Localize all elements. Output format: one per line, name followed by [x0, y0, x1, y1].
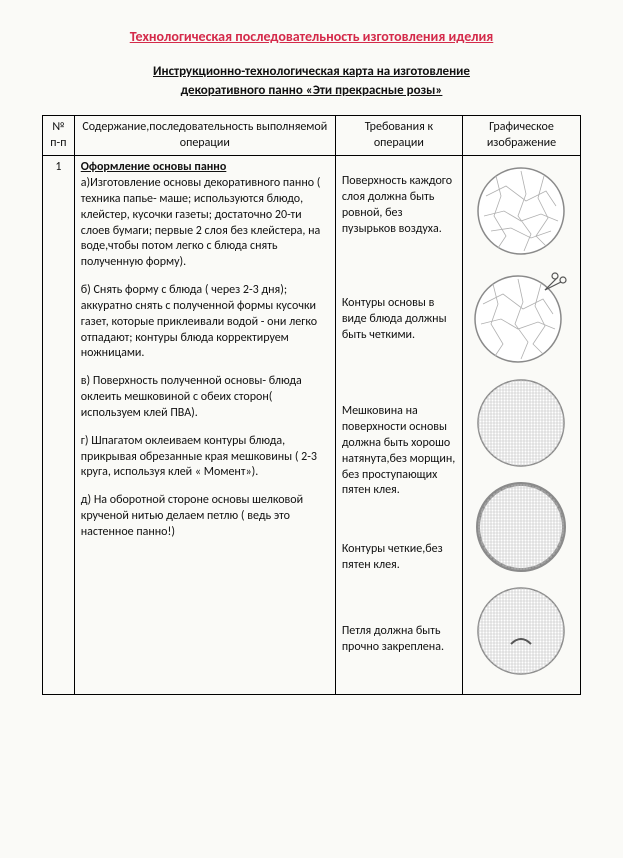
operation-d: д) На оборотной стороне основы шелковой …: [81, 493, 329, 540]
requirement-v: Мешковина на поверхности основы должна б…: [342, 404, 456, 530]
table-header-row: № п-п Содержание,последовательность выпо…: [43, 115, 581, 156]
header-requirements: Требования к операции: [335, 115, 462, 156]
graphic-d-icon: [476, 586, 566, 676]
page-subtitle: Инструкционно-технологическая карта на и…: [42, 63, 581, 101]
row-number: 1: [43, 156, 75, 695]
header-image: Графическое изображение: [462, 115, 580, 156]
requirement-g: Контуры четкие,без пятен клея.: [342, 542, 456, 612]
operation-cell: Оформление основы панно а)Изготовление о…: [74, 156, 335, 695]
requirement-d: Петля должна быть прочно закреплена.: [342, 624, 456, 656]
graphic-v-icon: [476, 378, 566, 468]
requirement-b: Контуры основы в виде блюда должны быть …: [342, 296, 456, 392]
section-title: Оформление основы панно: [81, 160, 329, 176]
operation-g: г) Шпагатом оклеиваем контуры блюда, при…: [81, 434, 329, 481]
graphic-g-icon: [476, 482, 566, 572]
requirement-a: Поверхность каждого слоя должна быть ров…: [342, 174, 456, 284]
header-num: № п-п: [43, 115, 75, 156]
operation-b: б) Снять форму с блюда ( через 2-3 дня);…: [81, 283, 329, 362]
header-operation: Содержание,последовательность выполняемо…: [74, 115, 335, 156]
requirements-cell: Поверхность каждого слоя должна быть ров…: [335, 156, 462, 695]
graphic-b-icon: [473, 270, 569, 364]
instruction-table: № п-п Содержание,последовательность выпо…: [42, 115, 581, 696]
table-row: 1 Оформление основы панно а)Изготовление…: [43, 156, 581, 695]
page-main-title: Технологическая последовательность изгот…: [42, 28, 581, 45]
graphic-cell: [462, 156, 580, 695]
operation-a: а)Изготовление основы декоративного панн…: [81, 176, 329, 271]
graphic-a-icon: [476, 166, 566, 256]
subtitle-line2: декоративного панно «Эти прекрасные розы…: [181, 83, 443, 98]
operation-v: в) Поверхность полученной основы- блюда …: [81, 374, 329, 421]
subtitle-line1: Инструкционно-технологическая карта на и…: [153, 64, 470, 79]
